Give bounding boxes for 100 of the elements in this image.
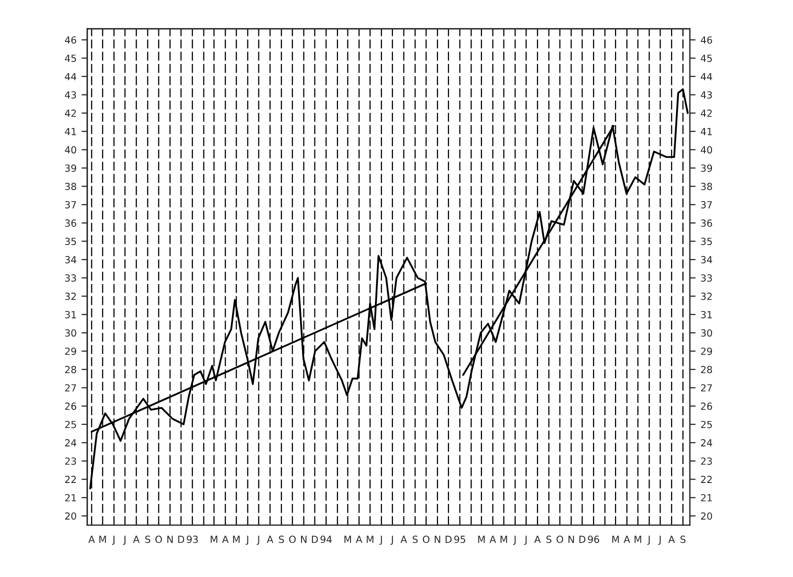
x-tick-label: A: [88, 536, 95, 543]
x-tick-label: J: [524, 536, 527, 545]
x-tick-label: J: [658, 536, 661, 545]
y2-tick-label: 44: [700, 73, 712, 80]
x-tick-label: M: [233, 536, 240, 543]
x-tick-label: O: [289, 536, 296, 544]
y-tick-label: 37: [65, 201, 76, 208]
y-tick-label: 27: [65, 384, 76, 392]
y-tick-label: 42: [64, 110, 76, 117]
y2-tick-label: 39: [701, 164, 712, 172]
y-tick-label: 21: [65, 494, 76, 502]
x-tick-label: O: [556, 536, 564, 544]
x-tick-label: S: [145, 536, 150, 544]
x-tick-label: D: [312, 536, 318, 543]
x-tick-label: M: [99, 536, 106, 543]
y2-tick-label: 22: [701, 476, 712, 483]
y2-tick-label: 40: [700, 146, 712, 154]
y-tick-label: 22: [65, 476, 76, 483]
x-tick-label: J: [246, 536, 248, 545]
x-tick-label: J: [112, 536, 114, 545]
x-tick-label: J: [123, 536, 126, 545]
y-tick-label: 45: [64, 54, 76, 62]
y2-tick-label: 43: [700, 91, 712, 99]
x-tick-label: 94: [320, 536, 332, 544]
x-tick-label: M: [344, 536, 351, 543]
y-tick-label: 46: [64, 36, 76, 44]
x-tick-label: J: [513, 536, 516, 545]
y-tick-label: 30: [65, 329, 76, 337]
y-tick-label: 39: [65, 164, 76, 172]
x-tick-label: D: [446, 536, 452, 543]
y-tick-label: 20: [65, 512, 76, 520]
x-tick-label: M: [500, 536, 508, 543]
y2-tick-label: 38: [701, 182, 712, 190]
y-tick-label: 24: [65, 439, 76, 446]
y-tick-label: 23: [65, 457, 76, 465]
x-tick-label: N: [434, 536, 440, 543]
y-tick-label: 43: [64, 91, 76, 99]
y-tick-label: 40: [64, 146, 76, 154]
y2-tick-label: 24: [701, 439, 712, 446]
x-tick-label: D: [178, 536, 184, 543]
x-tick-label: J: [390, 536, 393, 545]
y2-tick-label: 28: [701, 366, 712, 374]
y2-tick-label: 21: [701, 494, 712, 502]
y-tick-label: 35: [65, 238, 76, 246]
x-tick-label: A: [222, 536, 229, 543]
x-tick-label: A: [266, 536, 274, 543]
y2-tick-label: 31: [701, 310, 712, 318]
x-tick-label: A: [490, 536, 496, 543]
x-tick-label: A: [400, 536, 408, 543]
x-tick-label: O: [155, 536, 162, 544]
y2-tick-label: 30: [701, 329, 712, 337]
x-tick-label: N: [301, 536, 306, 543]
y2-tick-label: 27: [701, 384, 712, 392]
y-tick-label: 38: [65, 182, 76, 190]
y-tick-label: 33: [65, 274, 76, 282]
x-tick-label: N: [167, 536, 173, 543]
y2-tick-label: 46: [700, 36, 712, 44]
x-tick-label: S: [680, 536, 686, 544]
x-tick-label: J: [647, 536, 650, 545]
x-tick-label: 96: [588, 536, 600, 544]
y-tick-label: 34: [65, 256, 76, 264]
y-tick-label: 44: [64, 73, 76, 80]
x-tick-label: S: [546, 536, 552, 544]
y2-tick-label: 45: [700, 54, 712, 62]
x-tick-label: S: [278, 536, 284, 544]
y-tick-label: 29: [65, 348, 76, 355]
x-tick-label: A: [133, 536, 140, 543]
x-tick-label: M: [210, 536, 218, 543]
y2-tick-label: 37: [701, 201, 712, 208]
x-tick-label: A: [668, 536, 675, 543]
y2-tick-label: 26: [701, 402, 712, 410]
y-tick-label: 41: [64, 128, 76, 136]
y2-tick-label: 32: [701, 292, 712, 300]
y2-tick-label: 42: [700, 110, 712, 117]
y2-tick-label: 25: [701, 420, 712, 428]
y-tick-label: 26: [65, 402, 76, 410]
x-tick-label: A: [534, 536, 541, 543]
x-tick-label: M: [612, 536, 619, 543]
y2-tick-label: 34: [701, 256, 712, 264]
y-tick-label: 32: [65, 292, 76, 300]
x-tick-label: 95: [454, 536, 466, 544]
x-tick-label: M: [634, 536, 642, 543]
y-tick-label: 36: [65, 219, 76, 227]
x-tick-label: J: [256, 536, 260, 545]
x-tick-label: M: [478, 536, 485, 543]
x-tick-label: D: [579, 536, 586, 543]
x-tick-label: S: [412, 536, 418, 544]
y2-tick-label: 41: [700, 128, 712, 136]
x-tick-label: M: [366, 536, 374, 543]
y2-tick-label: 29: [701, 348, 712, 355]
y-tick-label: 31: [65, 310, 76, 318]
y2-tick-label: 23: [701, 457, 712, 465]
y2-tick-label: 20: [701, 512, 712, 520]
x-tick-label: N: [568, 536, 574, 543]
y-tick-label: 25: [65, 420, 76, 428]
x-tick-label: A: [624, 536, 630, 543]
x-tick-label: A: [356, 536, 362, 543]
y2-tick-label: 36: [701, 219, 712, 227]
y2-tick-label: 33: [701, 274, 712, 282]
x-tick-label: O: [422, 536, 430, 544]
